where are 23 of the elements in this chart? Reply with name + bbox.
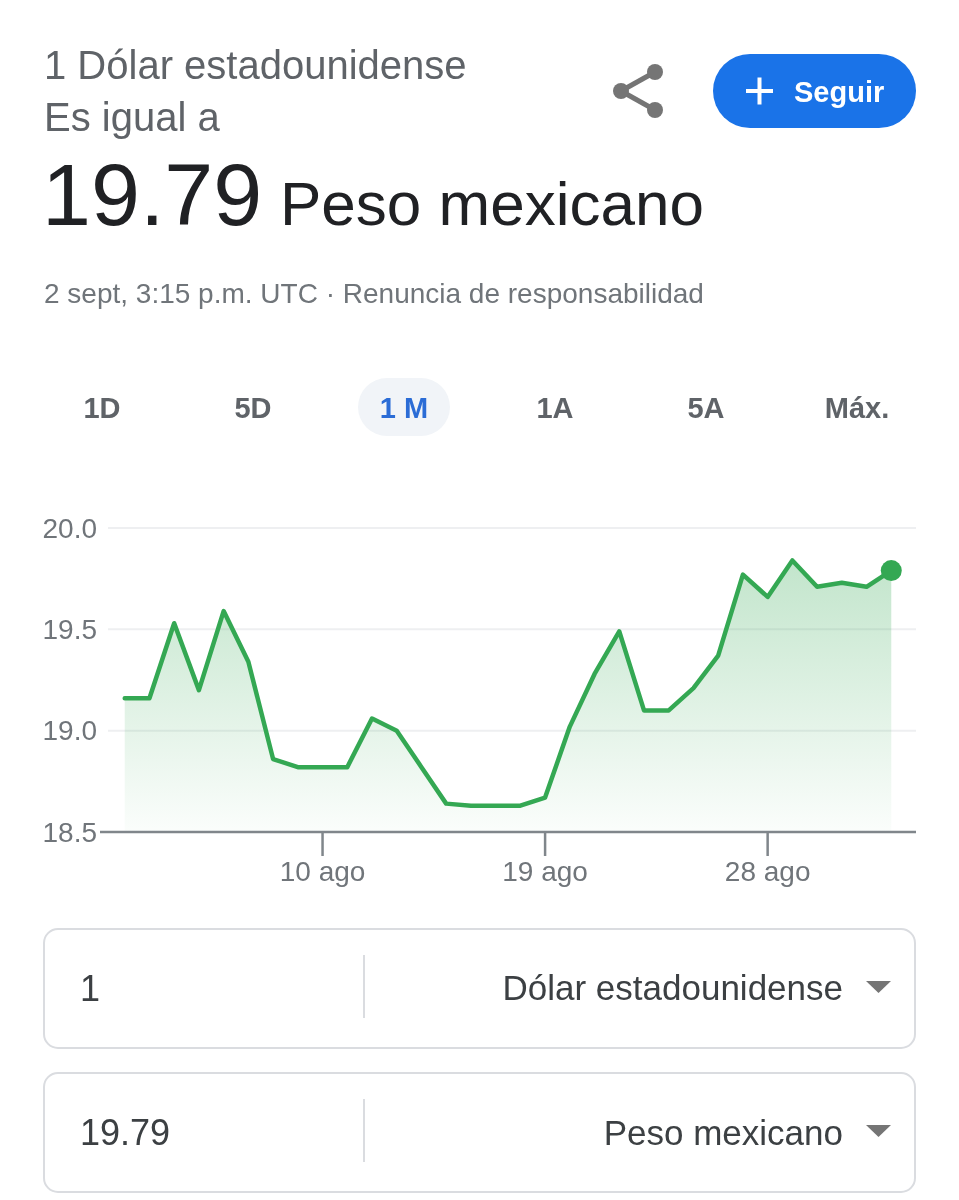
text: 5A	[687, 392, 725, 424]
text: 5D	[234, 392, 272, 424]
text: 1 Dólar estadounidense	[44, 43, 467, 87]
x-tick-label: 10 ago	[279, 856, 366, 887]
y-tick-label: 20.0	[42, 512, 97, 544]
text: 1 M	[379, 392, 429, 424]
x-tick-label: 28 ago	[724, 856, 811, 887]
text: Seguir	[794, 76, 885, 108]
text: 1	[80, 968, 101, 1009]
text: Peso mexicano	[603, 1113, 843, 1152]
text: 1A	[536, 392, 574, 424]
text: 19.79	[80, 1112, 171, 1153]
text: Dólar estadounidense	[502, 968, 843, 1007]
y-tick-label: 18.5	[42, 816, 97, 848]
text: 2 sept, 3:15 p.m. UTC · Renuncia de responsabilidad	[44, 278, 704, 309]
text: Máx.	[824, 392, 890, 424]
text: Es igual a	[44, 95, 221, 139]
y-tick-label: 19.5	[42, 614, 97, 646]
text: 19.79	[42, 145, 263, 244]
x-tick-label: 19 ago	[502, 856, 588, 887]
y-tick-label: 19.0	[42, 715, 97, 747]
text: Peso mexicano	[280, 169, 704, 238]
text: 1D	[83, 392, 121, 424]
